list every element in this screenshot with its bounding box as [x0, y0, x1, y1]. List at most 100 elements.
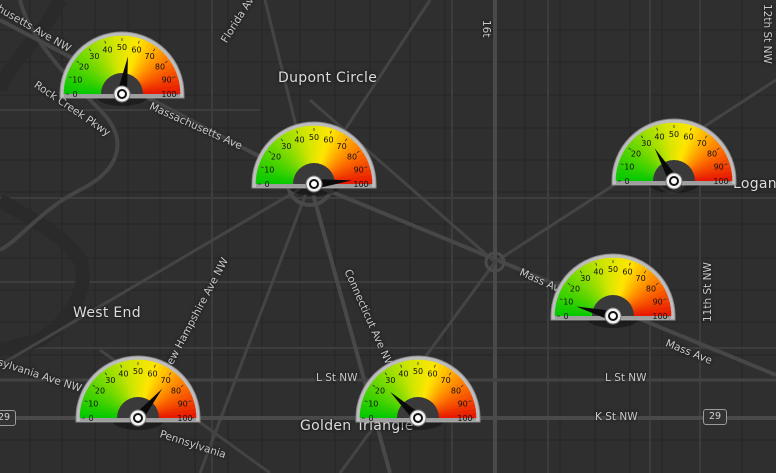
- gauge-rock-creek-tick-mark: [68, 76, 72, 79]
- gauge-logan-circle-tick-label: 50: [669, 130, 679, 139]
- gauge-rock-creek[interactable]: 0 10 20 30 40 50 60 70 80 90 100: [58, 28, 186, 110]
- gauge-logan-circle-tick-label: 20: [631, 149, 641, 158]
- gauge-dupont-circle-hub-well: [293, 163, 335, 184]
- gauge-rock-creek-tick-mark: [152, 48, 156, 52]
- gauge-golden-triangle-tick-label: 40: [398, 369, 408, 378]
- gauge-mass-ave-tick-label: 70: [636, 274, 646, 283]
- gauge-logan-circle[interactable]: 0 10 20 30 40 50 60 70 80 90 100: [610, 115, 738, 197]
- gauge-rock-creek-tick-label: 30: [89, 52, 99, 61]
- gauge-mass-ave-tick-mark: [559, 298, 563, 301]
- gauge-golden-triangle-tick-label: 60: [427, 369, 437, 378]
- gauge-mass-ave-tick-mark: [567, 282, 571, 286]
- gauge-dupont-circle-tick-mark: [329, 130, 332, 134]
- gauge-dupont-circle-tick-label: 60: [323, 135, 333, 144]
- gauge-dupont-circle-tick-mark: [364, 166, 368, 169]
- gauge-mass-ave-tick-label: 100: [652, 312, 667, 321]
- gauge-dupont-circle-tick-mark: [296, 130, 299, 134]
- gauge-west-end-tick-mark: [84, 400, 88, 403]
- gauge-logan-circle-tick-label: 60: [683, 132, 693, 141]
- gauge-golden-triangle-tick-mark: [433, 364, 436, 368]
- gauge-mass-ave-tick-label: 0: [563, 312, 568, 321]
- gauge-west-end-tick-label: 70: [161, 376, 171, 385]
- gauge-golden-triangle-tick-label: 0: [368, 414, 373, 423]
- gauge-mass-ave-tick-label: 20: [570, 284, 580, 293]
- gauge-rock-creek-tick-mark: [76, 60, 80, 64]
- gauge-dupont-circle-hub-center: [309, 179, 319, 189]
- gauge-rock-creek-tick-label: 20: [79, 62, 89, 71]
- gauge-logan-circle-tick-label: 0: [624, 177, 629, 186]
- gauge-rock-creek-tick-label: 80: [155, 62, 165, 71]
- gauge-golden-triangle-tick-mark: [364, 400, 368, 403]
- gauge-dupont-circle-tick-label: 90: [354, 165, 364, 174]
- gauge-golden-triangle[interactable]: 0 10 20 30 40 50 60 70 80 90 100: [354, 352, 482, 434]
- gauge-mass-ave-tick-label: 90: [653, 297, 663, 306]
- gauge-dupont-circle-tick-label: 100: [353, 180, 368, 189]
- gauge-west-end-tick-label: 20: [95, 386, 105, 395]
- gauge-mass-ave-tick-label: 60: [622, 267, 632, 276]
- gauge-mass-ave-tick-label: 50: [608, 265, 618, 274]
- gauge-west-end-tick-label: 40: [118, 369, 128, 378]
- gauge-mass-ave-tick-mark: [579, 270, 583, 274]
- gauge-golden-triangle-tick-label: 10: [368, 399, 378, 408]
- gauge-logan-circle-tick-label: 80: [707, 149, 717, 158]
- gauge-west-end-tick-mark: [168, 372, 172, 376]
- gauge-rock-creek-hub-center: [117, 89, 127, 99]
- gauge-west-end-tick-label: 0: [88, 414, 93, 423]
- gauge-golden-triangle-tick-label: 80: [451, 386, 461, 395]
- gauge-rock-creek-tick-mark: [104, 40, 107, 44]
- gauge-rock-creek-tick-label: 0: [72, 90, 77, 99]
- gauge-dupont-circle-tick-mark: [344, 138, 348, 142]
- gauge-mass-ave-tick-label: 80: [646, 284, 656, 293]
- gauge-logan-circle-tick-label: 30: [641, 139, 651, 148]
- gauge-golden-triangle-hub-center: [413, 413, 423, 423]
- gauge-golden-triangle-tick-mark: [400, 364, 403, 368]
- gauge-logan-circle-tick-label: 10: [624, 162, 634, 171]
- gauge-logan-circle-tick-mark: [704, 135, 708, 139]
- gauge-west-end-tick-label: 50: [133, 367, 143, 376]
- gauge-logan-circle-tick-label: 70: [697, 139, 707, 148]
- gauge-mass-ave[interactable]: 0 10 20 30 40 50 60 70 80 90 100: [549, 250, 677, 332]
- gauge-mass-ave-tick-label: 40: [593, 267, 603, 276]
- gauge-mass-ave-tick-mark: [655, 282, 659, 286]
- gauge-dupont-circle-tick-label: 50: [309, 133, 319, 142]
- gauge-west-end-tick-mark: [120, 364, 123, 368]
- gauge-rock-creek-tick-label: 50: [117, 43, 127, 52]
- gauge-rock-creek-tick-mark: [88, 48, 92, 52]
- gauge-logan-circle-tick-mark: [620, 163, 624, 166]
- gauge-west-end-tick-mark: [92, 384, 96, 388]
- gauge-rock-creek-tick-label: 90: [162, 75, 172, 84]
- gauge-rock-creek-needle: [117, 56, 128, 95]
- gauge-golden-triangle-tick-label: 100: [457, 414, 472, 423]
- gauge-west-end-tick-mark: [188, 400, 192, 403]
- gauge-west-end-tick-label: 60: [147, 369, 157, 378]
- gauge-mass-ave-tick-mark: [628, 262, 631, 266]
- gauge-golden-triangle-tick-label: 70: [441, 376, 451, 385]
- gauge-logan-circle-tick-mark: [716, 147, 720, 151]
- gauge-west-end-tick-mark: [104, 372, 108, 376]
- gauge-west-end-tick-label: 100: [177, 414, 192, 423]
- gauge-rock-creek-tick-label: 60: [131, 45, 141, 54]
- gauge-golden-triangle-tick-mark: [460, 384, 464, 388]
- gauge-golden-triangle-tick-label: 90: [458, 399, 468, 408]
- gauge-golden-triangle-tick-label: 50: [413, 367, 423, 376]
- gauge-logan-circle-tick-label: 90: [714, 162, 724, 171]
- gauge-west-end[interactable]: 0 10 20 30 40 50 60 70 80 90 100: [74, 352, 202, 434]
- gauge-west-end-tick-label: 30: [105, 376, 115, 385]
- gauge-dupont-circle-tick-label: 30: [281, 142, 291, 151]
- gauge-west-end-tick-label: 10: [88, 399, 98, 408]
- gauge-dupont-circle-tick-mark: [356, 150, 360, 154]
- gauge-mass-ave-tick-mark: [643, 270, 647, 274]
- gauge-dupont-circle-tick-label: 40: [294, 135, 304, 144]
- route-shield-29-west: 29: [0, 410, 16, 426]
- gauge-logan-circle-tick-mark: [656, 127, 659, 131]
- gauge-dupont-circle[interactable]: 0 10 20 30 40 50 60 70 80 90 100: [250, 118, 378, 200]
- gauge-rock-creek-tick-label: 10: [72, 75, 82, 84]
- gauge-dupont-circle-tick-label: 20: [271, 152, 281, 161]
- gauge-rock-creek-tick-label: 70: [145, 52, 155, 61]
- gauge-rock-creek-tick-label: 40: [102, 45, 112, 54]
